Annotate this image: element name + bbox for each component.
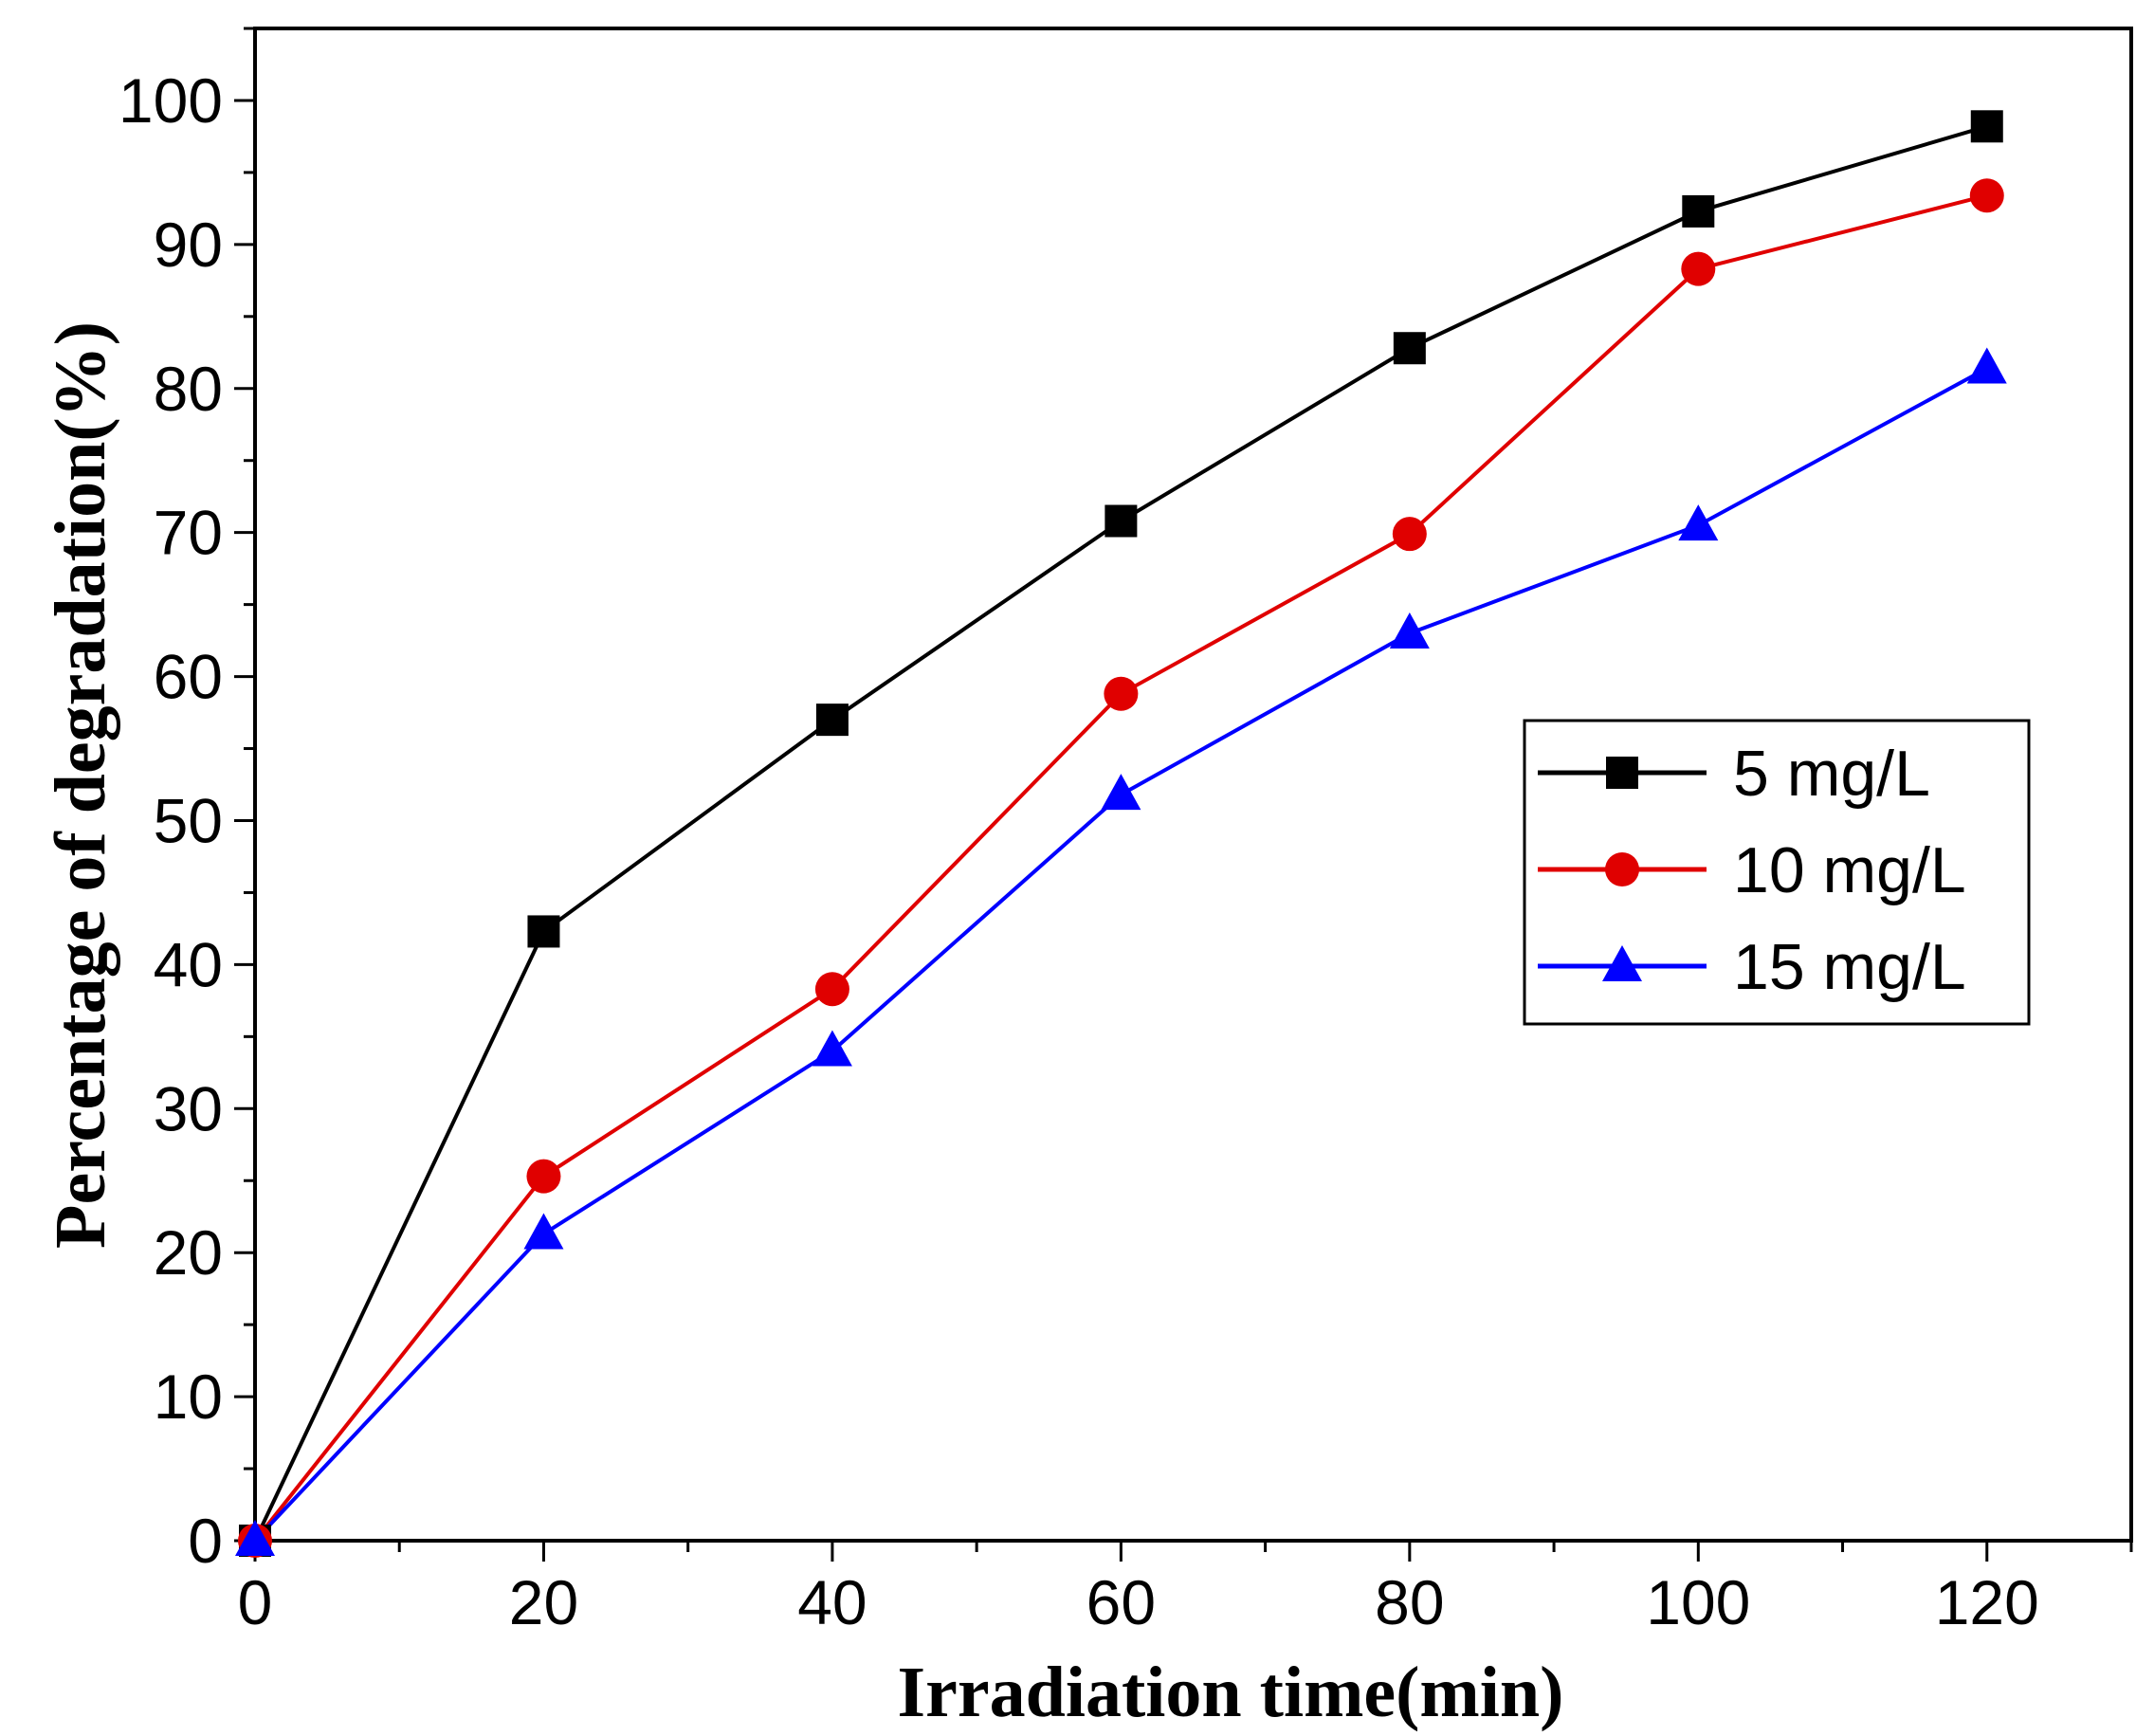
data-point-series-3 — [235, 1520, 275, 1556]
x-axis-title: Irradiation time(min) — [898, 1653, 1564, 1732]
y-tick-label: 90 — [154, 210, 223, 280]
plot-frame — [253, 27, 2133, 1543]
y-tick-label: 20 — [154, 1217, 223, 1288]
legend-label: 10 mg/L — [1733, 834, 1966, 906]
data-point-series-1 — [1970, 110, 2003, 143]
y-tick-label: 10 — [154, 1361, 223, 1432]
y-tick-label: 30 — [154, 1073, 223, 1143]
data-point-series-3 — [1678, 504, 1719, 541]
legend-label: 5 mg/L — [1733, 738, 1930, 810]
data-point-series-3 — [1101, 774, 1141, 811]
y-tick-label: 100 — [119, 65, 223, 136]
x-tick-label: 120 — [1935, 1567, 2039, 1637]
y-axis-title: Percentage of degradation(%) — [41, 321, 120, 1249]
data-point-series-1 — [1393, 332, 1426, 365]
legend-marker — [1606, 757, 1638, 789]
legend: 5 mg/L 10 mg/L 15 mg/L — [1523, 719, 2031, 1026]
data-point-series-2 — [1969, 178, 2004, 213]
data-point-series-1 — [1682, 194, 1715, 228]
y-tick-label: 40 — [154, 929, 223, 999]
y-tick-label: 80 — [154, 354, 223, 424]
data-point-series-3 — [812, 1030, 852, 1067]
x-tick-label: 100 — [1646, 1567, 1750, 1637]
x-tick-label: 20 — [509, 1567, 578, 1637]
y-tick-label: 60 — [154, 642, 223, 712]
y-tick-label: 50 — [154, 785, 223, 855]
data-point-series-2 — [1681, 251, 1716, 286]
data-point-series-1 — [527, 915, 560, 948]
data-point-series-3 — [523, 1213, 564, 1250]
y-tick-label: 0 — [188, 1506, 223, 1576]
data-point-series-1 — [1104, 504, 1138, 538]
legend-marker — [1605, 852, 1639, 886]
data-point-series-2 — [526, 1159, 561, 1194]
x-tick-label: 60 — [1086, 1567, 1156, 1637]
data-point-series-2 — [814, 972, 849, 1007]
x-tick-label: 80 — [1375, 1567, 1444, 1637]
legend-label: 15 mg/L — [1733, 931, 1966, 1003]
data-point-series-2 — [1104, 676, 1139, 711]
data-point-series-3 — [1389, 612, 1430, 649]
data-point-series-1 — [815, 704, 849, 737]
y-tick-label: 70 — [154, 498, 223, 568]
x-tick-label: 0 — [238, 1567, 273, 1637]
data-point-series-2 — [1392, 517, 1427, 552]
data-point-series-3 — [1966, 347, 2007, 384]
x-tick-label: 40 — [797, 1567, 867, 1637]
legend-marker — [1602, 945, 1642, 981]
